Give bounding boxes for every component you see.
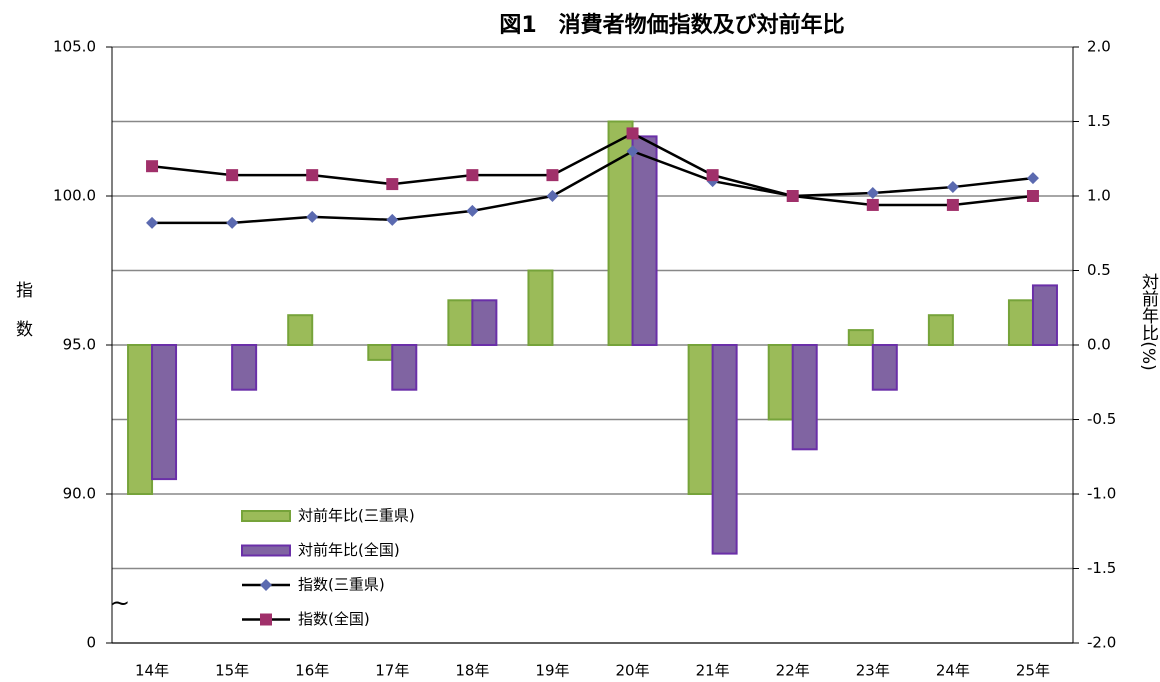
x-tick-label: 22年: [776, 662, 810, 680]
bar: [631, 135, 658, 346]
marker: [866, 198, 879, 211]
marker: [546, 190, 559, 202]
marker: [786, 190, 799, 202]
legend-label: 対前年比(三重県): [298, 507, 415, 525]
marker: [146, 160, 159, 173]
marker: [146, 216, 159, 229]
marker: [1026, 190, 1039, 202]
bar: [287, 314, 314, 347]
bar: [927, 314, 954, 347]
y2-tick-label: -1.5: [1087, 559, 1116, 577]
x-tick-label: 25年: [1016, 662, 1050, 680]
bar: [767, 344, 794, 421]
bar: [527, 269, 554, 346]
marker: [706, 169, 719, 182]
legend-label: 対前年比(全国): [298, 541, 400, 559]
y-tick-label: 105.0: [53, 38, 96, 56]
x-tick-label: 24年: [936, 662, 970, 680]
marker: [466, 169, 479, 182]
legend-swatch: [241, 510, 291, 522]
bar: [1031, 284, 1058, 346]
y-axis-label: 指数: [12, 281, 33, 359]
legend-label: 指数(三重県): [298, 576, 385, 594]
y2-tick-label: 1.0: [1087, 187, 1111, 205]
chart-title: 図1 消費者物価指数及び対前年比: [499, 12, 844, 38]
bar: [711, 344, 738, 555]
bar: [871, 344, 898, 391]
y-tick-label: 90.0: [63, 485, 96, 503]
x-tick-label: 16年: [295, 662, 329, 680]
axis-break: ~: [110, 589, 130, 617]
line: [152, 149, 1034, 225]
bar: [367, 344, 394, 361]
bar: [607, 120, 634, 346]
y2-tick-label: 0.0: [1087, 336, 1111, 354]
x-tick-label: 21年: [696, 662, 730, 680]
marker: [386, 178, 399, 191]
bar: [151, 344, 178, 481]
y-tick-label: 95.0: [63, 336, 96, 354]
bar: [127, 344, 154, 495]
line: [151, 132, 1034, 207]
y2-axis-label: 対前年比(%): [1138, 273, 1159, 370]
x-tick-label: 18年: [455, 662, 489, 680]
legend-marker: [260, 613, 272, 626]
y2-tick-label: 0.5: [1087, 261, 1111, 279]
y2-tick-label: -0.5: [1087, 410, 1116, 428]
marker: [546, 169, 559, 182]
legend-label: 指数(全国): [298, 610, 370, 628]
legend-marker: [260, 579, 272, 591]
bar: [847, 329, 874, 347]
x-tick-label: 17年: [375, 662, 409, 680]
x-tick-label: 19年: [535, 662, 569, 680]
bar: [471, 299, 498, 346]
y2-tick-label: 2.0: [1087, 38, 1111, 56]
marker: [466, 204, 479, 217]
bar: [1007, 299, 1034, 346]
marker: [946, 198, 959, 211]
marker: [946, 181, 959, 194]
marker: [306, 169, 319, 182]
marker: [1026, 172, 1039, 185]
marker: [226, 216, 239, 229]
marker: [866, 187, 879, 200]
marker: [306, 210, 319, 223]
x-tick-label: 14年: [135, 662, 169, 680]
y2-tick-label: -1.0: [1087, 485, 1116, 503]
y2-tick-label: -2.0: [1087, 634, 1116, 652]
y-tick-label: 100.0: [53, 187, 96, 205]
bar: [687, 344, 714, 495]
y-tick-label: 0: [86, 634, 96, 652]
bar: [791, 344, 818, 451]
x-tick-label: 23年: [856, 662, 890, 680]
bar: [391, 344, 418, 391]
marker: [226, 169, 239, 182]
marker: [386, 213, 399, 226]
legend-swatch: [241, 544, 291, 557]
marker: [626, 145, 639, 158]
bar: [231, 344, 258, 391]
x-tick-label: 15年: [215, 662, 249, 680]
x-tick-label: 20年: [615, 662, 649, 680]
y2-tick-label: 1.5: [1087, 112, 1111, 130]
marker: [626, 127, 639, 140]
bar: [447, 299, 474, 346]
